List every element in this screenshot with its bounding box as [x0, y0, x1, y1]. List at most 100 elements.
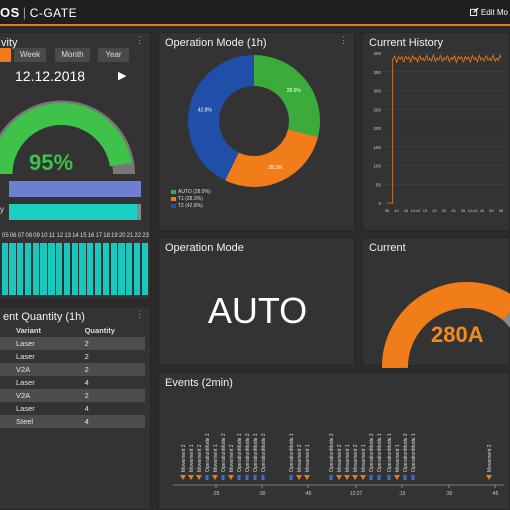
availability-gauge: [0, 100, 135, 175]
event-marker[interactable]: [336, 475, 342, 480]
cell-variant: V2A: [0, 363, 68, 376]
quantity-table-body: Laser 2 Laser 2 V2A 2 Laser 4 V2A 2 Laser 4 Steel 4: [0, 337, 145, 428]
top-bar: OS | C-GATE Edit Mo: [0, 0, 510, 26]
event-label: OperationMode 2: [369, 433, 375, 472]
event-marker[interactable]: [304, 475, 310, 480]
panel-menu-icon[interactable]: ⋮: [339, 35, 348, 45]
event-marker[interactable]: [360, 475, 366, 480]
quantity-panel: ent Quantity (1h) ⋮ Variant Quantity Las…: [0, 306, 151, 510]
event-label: OperationMode 2: [403, 433, 409, 472]
event-marker[interactable]: [394, 475, 400, 480]
availability-panel: vity ⋮ Week Month Year 12.12.2018 ▶ 95% …: [0, 32, 151, 300]
event-marker[interactable]: [344, 475, 350, 480]
operation-mode-panel: Operation Mode AUTO: [158, 237, 355, 366]
donut-slice[interactable]: [188, 55, 254, 181]
hour-label: 23: [142, 233, 149, 239]
event-marker[interactable]: [352, 475, 358, 480]
table-row[interactable]: Laser 2: [0, 350, 145, 363]
x-tick-label: 30: [451, 208, 456, 213]
hour-bar: [79, 243, 86, 295]
cell-quantity: 2: [84, 352, 89, 361]
event-marker[interactable]: [403, 475, 407, 480]
event-marker[interactable]: [253, 475, 257, 480]
event-marker[interactable]: [261, 475, 265, 480]
brand-logo: OS | C-GATE: [0, 5, 77, 20]
tab-day[interactable]: [0, 48, 11, 62]
timeline-tick-label: 12:27: [350, 491, 363, 497]
y-tick-label: 300: [373, 89, 381, 94]
event-marker[interactable]: [228, 475, 234, 480]
x-tick-label: 15: [423, 208, 428, 213]
event-label: OperationMode 1: [205, 433, 211, 472]
hour-bar: [17, 243, 24, 295]
play-arrow-icon[interactable]: ▶: [118, 70, 127, 82]
event-marker[interactable]: [205, 475, 209, 480]
hour-bar: [32, 243, 39, 295]
event-marker[interactable]: [245, 475, 249, 480]
hour-label: 14: [72, 233, 79, 239]
event-marker[interactable]: [411, 475, 415, 480]
event-label: Movement 2: [353, 444, 359, 472]
event-marker[interactable]: [377, 475, 381, 480]
y-tick-label: 400: [373, 51, 381, 56]
y-tick-label: 50: [376, 182, 382, 187]
quantity-table: Variant Quantity Laser 2 Laser 2 V2A 2 Laser 4 V…: [0, 324, 145, 428]
panel-menu-icon[interactable]: ⋮: [135, 309, 144, 319]
tab-year[interactable]: Year: [98, 48, 129, 62]
quantity-title: ent Quantity (1h): [3, 311, 85, 323]
event-marker[interactable]: [387, 475, 391, 480]
edit-icon: [469, 7, 479, 16]
table-row[interactable]: Laser 4: [0, 402, 145, 415]
hour-bar: [71, 243, 78, 295]
donut-slice[interactable]: [225, 129, 319, 187]
hour-label: 11: [48, 233, 55, 239]
current-history-title: Current History: [369, 37, 443, 49]
table-row[interactable]: V2A 2: [0, 363, 145, 376]
event-label: OperationMode 1: [253, 433, 259, 472]
table-row[interactable]: Laser 4: [0, 376, 145, 389]
event-marker[interactable]: [486, 475, 492, 480]
event-marker[interactable]: [329, 475, 333, 480]
tab-week[interactable]: Week: [14, 48, 46, 62]
hour-label: 09: [33, 233, 40, 239]
event-marker[interactable]: [221, 475, 225, 480]
hour-bar: [56, 243, 63, 295]
event-marker[interactable]: [237, 475, 241, 480]
event-marker[interactable]: [188, 475, 194, 480]
timeline-tick-label: :15: [399, 491, 406, 497]
hour-label: 13: [64, 233, 71, 239]
edit-mode-button[interactable]: Edit Mo: [469, 7, 508, 17]
donut-legend: AUTO (28.9%) T1 (28.3%) T2 (42.8%): [171, 189, 211, 210]
tab-month[interactable]: Month: [55, 48, 90, 62]
operation-mode-1h-panel: Operation Mode (1h) ⋮ 28.9% 28.3% 42.8% AU…: [158, 32, 355, 231]
event-marker[interactable]: [180, 475, 186, 480]
event-label: Movement 1: [345, 444, 351, 472]
event-label: Movement 1: [361, 444, 367, 472]
operation-mode-value: AUTO: [207, 290, 308, 331]
column-header-variant: Variant: [16, 326, 42, 335]
operation-mode-title: Operation Mode: [165, 242, 244, 254]
event-label: OperationMode 2: [329, 433, 335, 472]
event-marker[interactable]: [296, 475, 302, 480]
operation-mode-donut: 28.9% 28.3% 42.8%: [188, 55, 320, 187]
timeline-tick-label: :30: [446, 491, 453, 497]
table-row[interactable]: Steel 4: [0, 415, 145, 428]
app-name: C-GATE: [29, 6, 78, 20]
x-tick-label: 20: [432, 208, 437, 213]
table-row[interactable]: Laser 2: [0, 337, 145, 350]
event-marker[interactable]: [369, 475, 373, 480]
hour-bar: [40, 243, 47, 295]
hour-bar: [87, 243, 94, 295]
bar-1: [9, 181, 141, 197]
panel-menu-icon[interactable]: ⋮: [135, 35, 144, 45]
event-marker[interactable]: [196, 475, 202, 480]
column-header-quantity: Quantity: [84, 326, 115, 335]
x-tick-label: 40: [394, 208, 399, 213]
cell-quantity: 4: [67, 415, 145, 428]
donut-slice[interactable]: [254, 55, 320, 138]
cell-variant: Laser: [16, 352, 35, 361]
event-marker[interactable]: [212, 475, 218, 480]
event-marker[interactable]: [289, 475, 293, 480]
y-tick-label: 0: [378, 201, 381, 206]
table-row[interactable]: V2A 2: [0, 389, 145, 402]
